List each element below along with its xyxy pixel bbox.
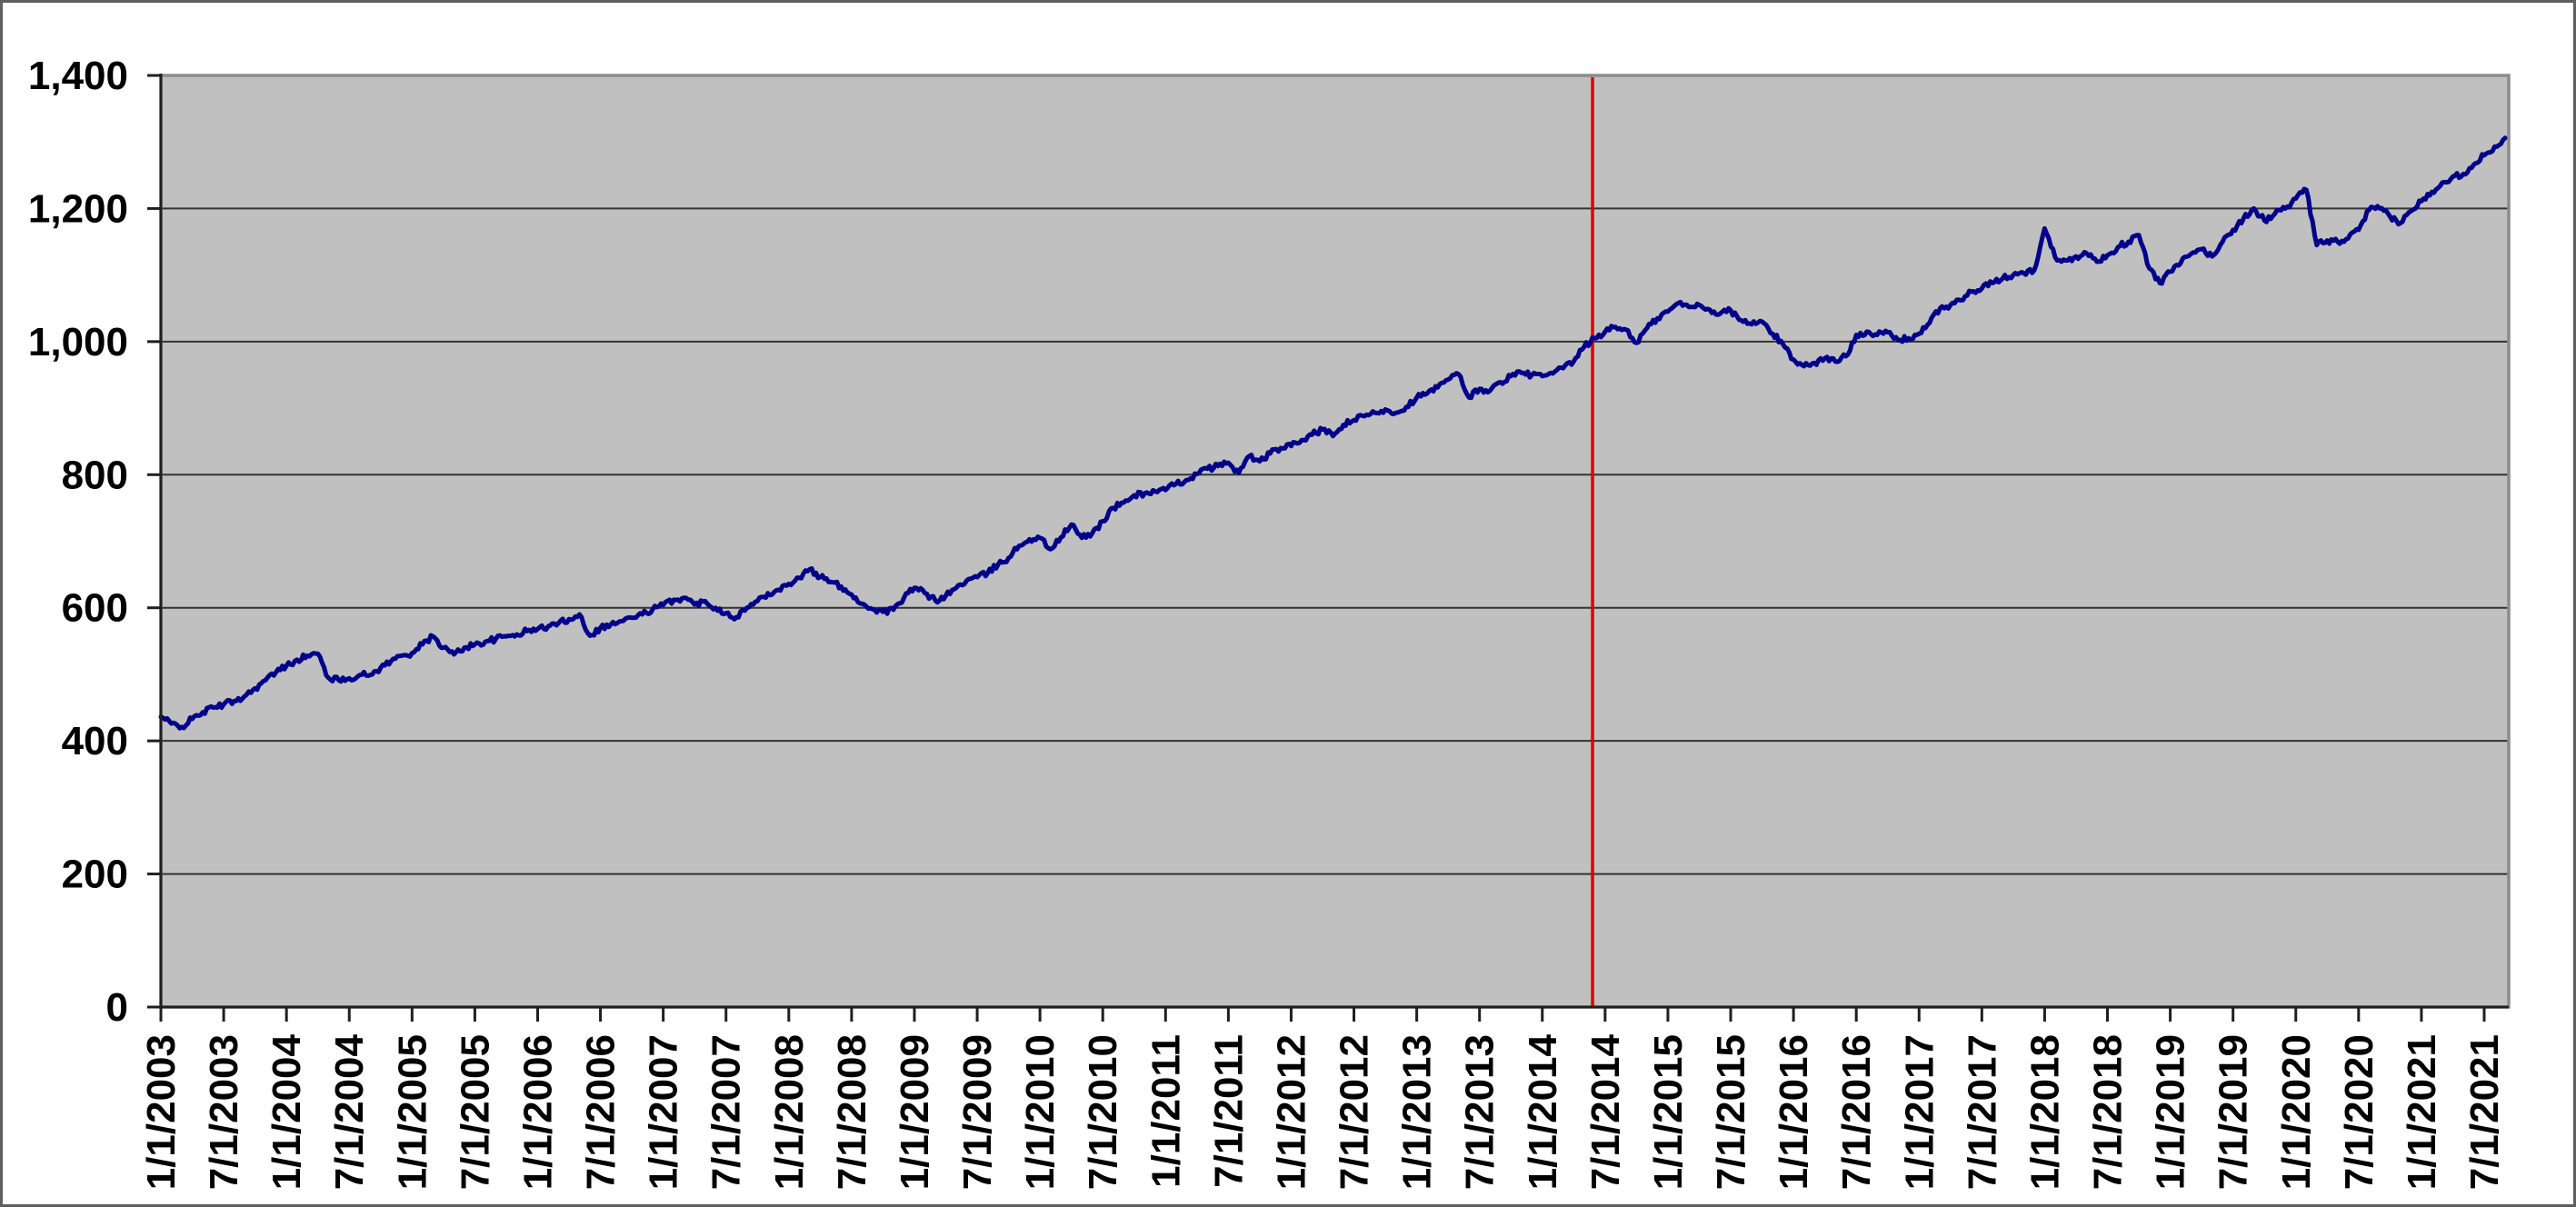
x-tick-label: 1/1/2020 bbox=[2274, 1034, 2319, 1190]
x-tick-label: 1/1/2018 bbox=[2022, 1034, 2067, 1190]
x-tick-label: 7/1/2018 bbox=[2086, 1034, 2131, 1190]
plot-area bbox=[161, 75, 2509, 1007]
x-tick-label: 7/1/2003 bbox=[202, 1034, 246, 1190]
x-tick-label: 7/1/2019 bbox=[2212, 1034, 2256, 1190]
x-tick-label: 7/1/2020 bbox=[2337, 1034, 2381, 1190]
y-tick-label: 800 bbox=[62, 453, 128, 497]
y-tick-label: 600 bbox=[62, 586, 128, 631]
x-tick-label: 7/1/2008 bbox=[830, 1034, 874, 1190]
x-tick-label: 7/1/2007 bbox=[704, 1034, 749, 1190]
x-tick-label: 1/1/2014 bbox=[1521, 1033, 1565, 1190]
x-tick-label: 1/1/2005 bbox=[390, 1034, 434, 1190]
y-tick-label: 1,200 bbox=[28, 186, 128, 231]
data-series-line bbox=[158, 135, 2508, 731]
x-tick-label: 7/1/2014 bbox=[1583, 1033, 1628, 1190]
x-tick-label: 1/1/2003 bbox=[139, 1034, 184, 1190]
x-tick-label: 7/1/2015 bbox=[1709, 1034, 1753, 1190]
x-tick-label: 1/1/2011 bbox=[1143, 1034, 1188, 1188]
x-tick-label: 1/1/2004 bbox=[265, 1033, 309, 1190]
x-tick-label: 7/1/2013 bbox=[1458, 1034, 1503, 1190]
x-tick-label: 1/1/2017 bbox=[1897, 1034, 1942, 1190]
x-tick-label: 7/1/2006 bbox=[579, 1034, 624, 1190]
x-tick-label: 7/1/2010 bbox=[1081, 1034, 1125, 1190]
x-tick-label: 7/1/2012 bbox=[1333, 1034, 1377, 1190]
x-tick-label: 1/1/2015 bbox=[1646, 1034, 1691, 1190]
x-tick-label: 7/1/2004 bbox=[327, 1033, 372, 1190]
x-tick-label: 7/1/2016 bbox=[1834, 1034, 1879, 1190]
y-tick-label: 1,000 bbox=[28, 320, 128, 364]
x-tick-label: 1/1/2016 bbox=[1772, 1034, 1816, 1190]
x-tick-label: 1/1/2021 bbox=[2400, 1034, 2444, 1190]
y-tick-label: 0 bbox=[106, 985, 128, 1030]
x-tick-label: 1/1/2012 bbox=[1269, 1034, 1313, 1190]
x-tick-label: 1/1/2006 bbox=[515, 1034, 560, 1190]
x-tick-label: 7/1/2009 bbox=[955, 1034, 1000, 1190]
x-tick-label: 7/1/2017 bbox=[1960, 1034, 2004, 1190]
y-tick-label: 400 bbox=[62, 719, 128, 763]
x-tick-label: 1/1/2013 bbox=[1395, 1034, 1440, 1190]
x-tick-label: 7/1/2011 bbox=[1206, 1034, 1251, 1188]
x-tick-label: 7/1/2021 bbox=[2462, 1034, 2507, 1190]
x-tick-label: 1/1/2009 bbox=[893, 1034, 937, 1190]
x-tick-label: 1/1/2007 bbox=[642, 1034, 686, 1190]
x-tick-label: 7/1/2005 bbox=[453, 1034, 497, 1190]
y-tick-label: 200 bbox=[62, 853, 128, 897]
y-tick-label: 1,400 bbox=[28, 54, 128, 98]
x-tick-label: 1/1/2008 bbox=[767, 1034, 812, 1190]
x-tick-label: 1/1/2019 bbox=[2149, 1034, 2193, 1190]
x-tick-label: 1/1/2010 bbox=[1018, 1034, 1063, 1190]
